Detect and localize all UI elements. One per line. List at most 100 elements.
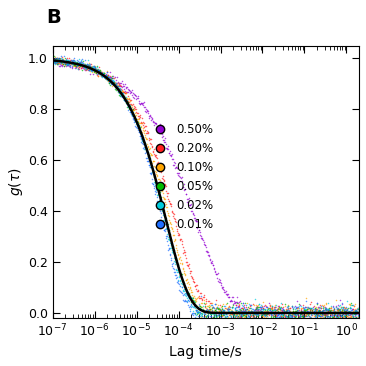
Point	[201, 307, 206, 313]
Point	[78, 62, 84, 68]
Point	[348, 305, 354, 311]
Point	[71, 57, 76, 63]
Point	[288, 316, 294, 322]
Point	[107, 74, 112, 80]
Point	[325, 313, 331, 319]
Point	[261, 310, 267, 316]
Point	[75, 65, 81, 71]
Point	[314, 300, 320, 306]
Point	[240, 300, 246, 306]
Point	[196, 309, 202, 314]
Point	[140, 138, 146, 143]
Point	[175, 269, 181, 274]
Y-axis label: $g(\tau)$: $g(\tau)$	[7, 168, 25, 196]
Point	[265, 307, 270, 313]
Point	[158, 218, 164, 224]
Point	[164, 190, 169, 196]
Point	[52, 57, 57, 63]
Point	[146, 146, 152, 152]
Point	[250, 311, 256, 317]
Point	[68, 60, 74, 66]
Point	[160, 173, 165, 179]
Point	[287, 310, 293, 315]
Point	[98, 69, 104, 75]
Point	[81, 62, 86, 68]
Point	[67, 62, 73, 68]
Point	[117, 92, 123, 98]
Point	[288, 314, 294, 320]
Point	[230, 302, 236, 307]
Point	[321, 311, 327, 317]
Point	[316, 313, 322, 319]
Point	[321, 307, 327, 313]
Point	[230, 312, 236, 318]
Point	[166, 236, 172, 242]
Point	[301, 318, 307, 324]
Point	[83, 66, 89, 72]
Point	[184, 288, 190, 294]
Point	[237, 313, 243, 318]
Point	[178, 179, 183, 184]
Point	[248, 313, 254, 319]
Point	[236, 312, 242, 318]
Point	[126, 106, 132, 112]
Point	[287, 316, 292, 322]
Point	[145, 130, 151, 136]
Point	[195, 309, 201, 315]
Point	[208, 300, 214, 306]
Point	[336, 309, 341, 314]
Point	[197, 309, 203, 315]
Point	[350, 313, 356, 318]
Point	[70, 61, 76, 67]
Point	[113, 85, 119, 91]
Point	[172, 236, 178, 242]
Point	[242, 311, 248, 317]
Point	[298, 303, 304, 309]
Point	[189, 275, 195, 281]
Point	[93, 66, 99, 72]
Point	[214, 309, 220, 315]
Point	[255, 307, 261, 313]
Point	[309, 320, 315, 326]
Point	[239, 305, 245, 311]
Point	[201, 298, 207, 303]
Point	[199, 300, 205, 306]
Point	[246, 309, 251, 315]
Point	[135, 110, 141, 116]
Point	[224, 292, 229, 298]
Point	[157, 177, 163, 183]
Point	[296, 301, 302, 307]
Point	[231, 311, 237, 317]
Point	[162, 214, 168, 220]
Point	[285, 309, 291, 314]
Point	[191, 279, 197, 285]
Point	[352, 308, 358, 314]
Point	[236, 304, 242, 310]
Point	[135, 93, 141, 99]
Point	[111, 79, 116, 85]
Point	[240, 311, 246, 317]
Point	[200, 294, 206, 300]
Point	[351, 310, 357, 316]
Point	[85, 65, 91, 71]
Point	[355, 309, 361, 315]
Point	[338, 304, 344, 310]
Point	[73, 64, 79, 70]
Point	[302, 311, 308, 317]
Point	[131, 112, 137, 117]
Point	[320, 307, 326, 313]
Point	[115, 83, 120, 89]
Point	[132, 113, 138, 119]
Point	[181, 298, 187, 303]
Point	[52, 58, 57, 64]
Point	[205, 307, 211, 313]
Point	[289, 311, 295, 317]
Point	[311, 308, 317, 314]
Point	[310, 306, 316, 311]
Point	[289, 310, 295, 316]
Point	[111, 75, 117, 81]
Point	[266, 317, 272, 323]
Point	[257, 304, 263, 310]
Point	[94, 68, 100, 74]
Point	[283, 319, 288, 325]
